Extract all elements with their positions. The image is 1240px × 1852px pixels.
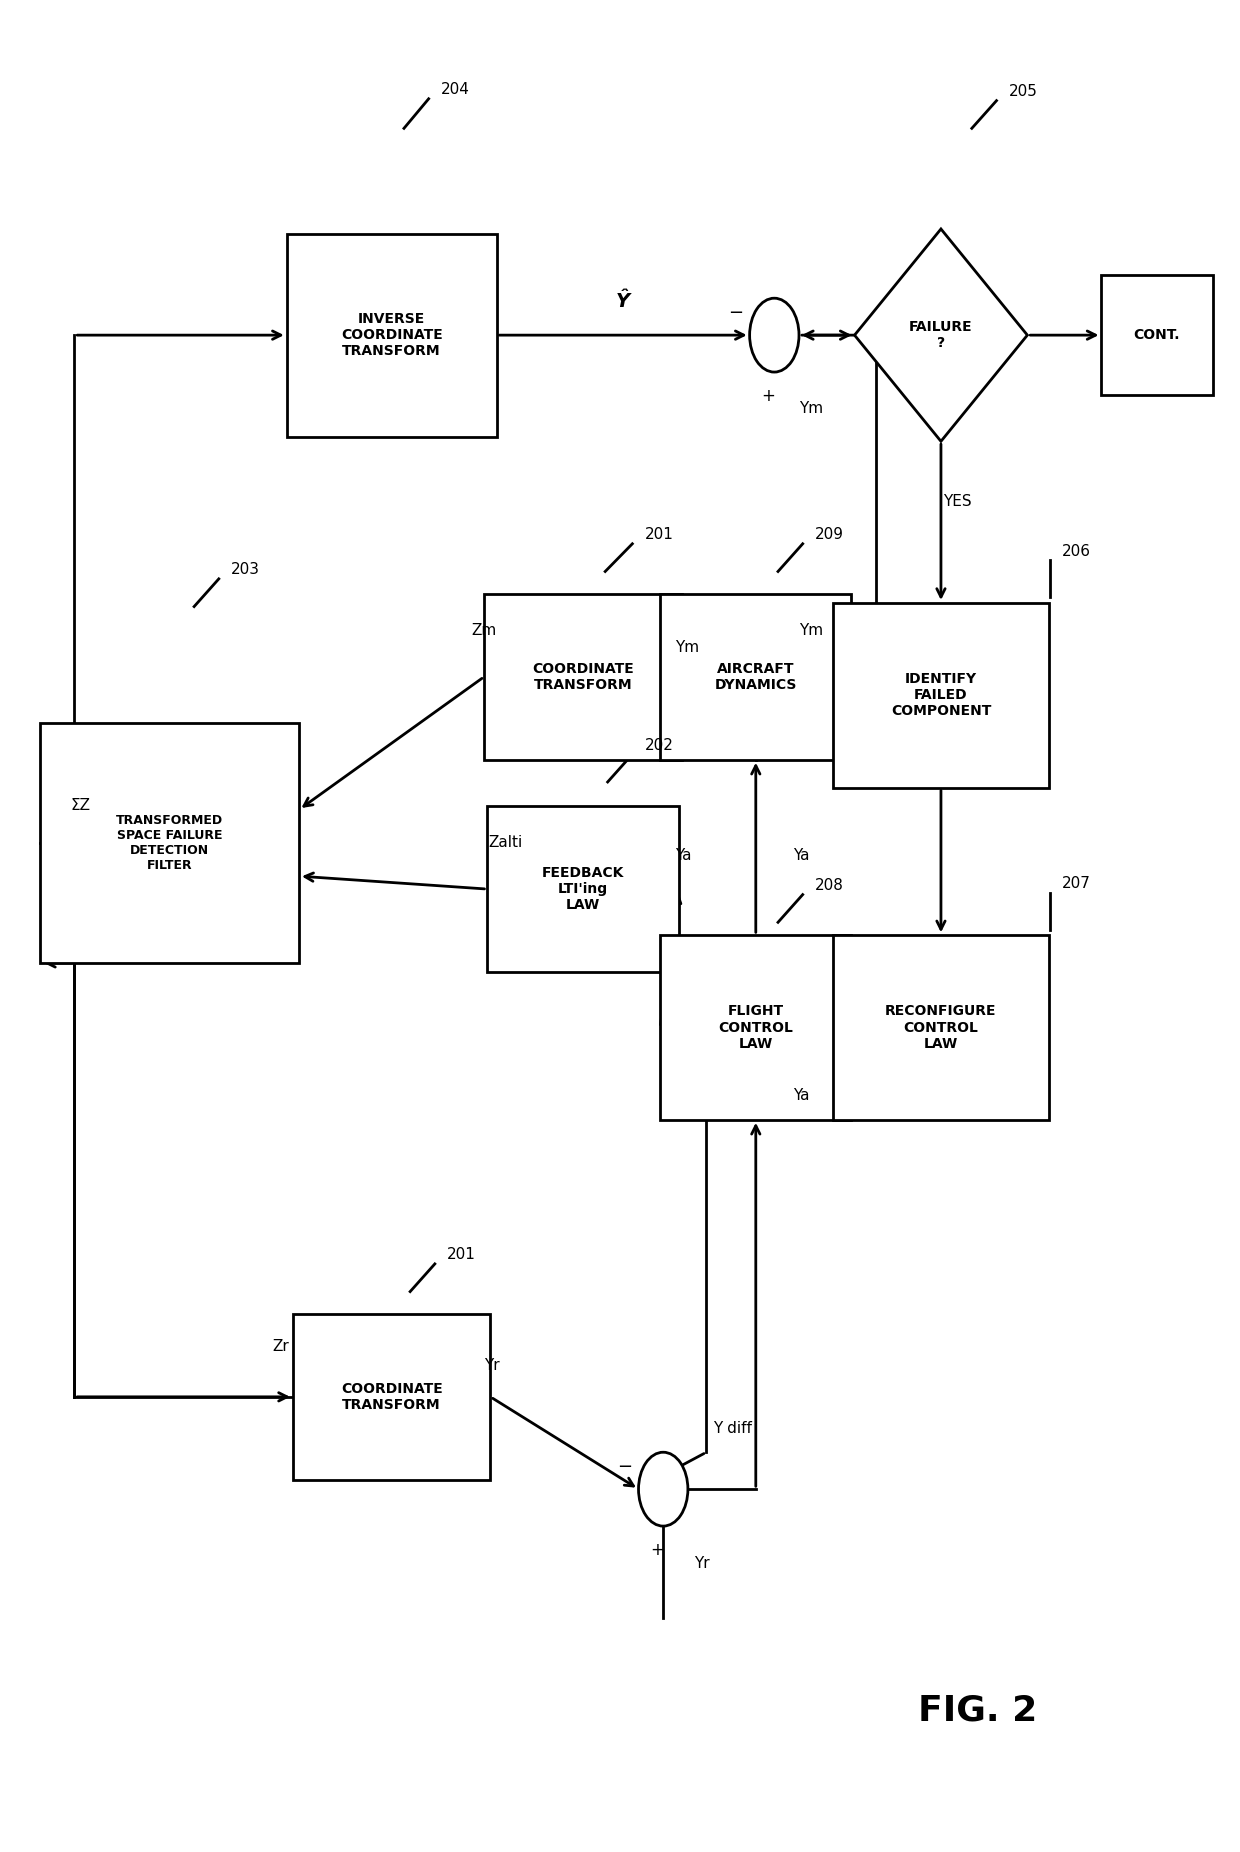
Text: 204: 204 (441, 81, 470, 96)
Text: Ŷ: Ŷ (616, 293, 630, 311)
Bar (484, 594, 682, 759)
Text: TRANSFORMED
SPACE FAILURE
DETECTION
FILTER: TRANSFORMED SPACE FAILURE DETECTION FILT… (115, 813, 223, 872)
Bar (40, 722, 299, 963)
Text: CONT.: CONT. (1133, 328, 1180, 343)
Text: Y diff: Y diff (713, 1420, 751, 1435)
Polygon shape (854, 230, 1028, 441)
Text: Yr: Yr (484, 1358, 500, 1372)
Text: 207: 207 (1061, 876, 1091, 891)
Text: 202: 202 (645, 737, 673, 752)
Text: 206: 206 (1061, 544, 1091, 559)
Text: 203: 203 (231, 563, 260, 578)
Text: +: + (761, 387, 775, 406)
Bar (487, 806, 678, 972)
Bar (660, 594, 852, 759)
Bar (1101, 276, 1213, 394)
Bar (293, 1313, 490, 1480)
Bar (833, 935, 1049, 1120)
Text: 201: 201 (448, 1246, 476, 1263)
Text: 209: 209 (815, 528, 844, 543)
Text: ΣZ: ΣZ (71, 798, 91, 813)
Text: Zm: Zm (472, 622, 497, 639)
Text: INVERSE
COORDINATE
TRANSFORM: INVERSE COORDINATE TRANSFORM (341, 311, 443, 357)
Text: COORDINATE
TRANSFORM: COORDINATE TRANSFORM (532, 661, 634, 693)
Bar (286, 233, 496, 437)
Text: 205: 205 (1009, 83, 1038, 98)
Text: FAILURE
?: FAILURE ? (909, 320, 972, 350)
Text: Ya: Ya (792, 1089, 810, 1104)
Text: −: − (728, 304, 744, 322)
Text: YES: YES (944, 494, 972, 509)
Text: Zalti: Zalti (487, 835, 522, 850)
Text: Ym: Ym (799, 402, 823, 417)
Text: Ya: Ya (676, 848, 692, 863)
Text: IDENTIFY
FAILED
COMPONENT: IDENTIFY FAILED COMPONENT (890, 672, 991, 719)
Text: Ym: Ym (676, 639, 699, 656)
Text: 201: 201 (645, 528, 673, 543)
Text: Zr: Zr (272, 1339, 289, 1354)
Text: FEEDBACK
LTI'ing
LAW: FEEDBACK LTI'ing LAW (542, 867, 624, 913)
Text: −: − (618, 1458, 632, 1476)
Text: FLIGHT
CONTROL
LAW: FLIGHT CONTROL LAW (718, 1004, 794, 1050)
Bar (660, 935, 852, 1120)
Text: Ym: Ym (799, 622, 823, 639)
Text: COORDINATE
TRANSFORM: COORDINATE TRANSFORM (341, 1382, 443, 1411)
Text: Ya: Ya (792, 848, 810, 863)
Text: Yr: Yr (694, 1556, 709, 1570)
Text: AIRCRAFT
DYNAMICS: AIRCRAFT DYNAMICS (714, 661, 797, 693)
Text: +: + (650, 1541, 663, 1559)
Bar (833, 604, 1049, 787)
Circle shape (639, 1452, 688, 1526)
Text: RECONFIGURE
CONTROL
LAW: RECONFIGURE CONTROL LAW (885, 1004, 997, 1050)
Text: FIG. 2: FIG. 2 (919, 1695, 1038, 1728)
Circle shape (750, 298, 799, 372)
Text: 208: 208 (815, 878, 844, 893)
